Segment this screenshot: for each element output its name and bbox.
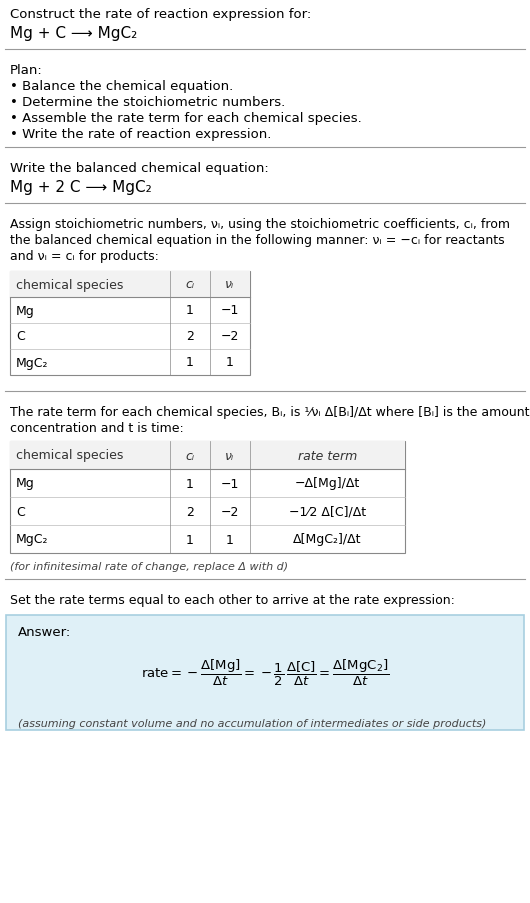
Text: and νᵢ = cᵢ for products:: and νᵢ = cᵢ for products: [10, 250, 159, 263]
Text: • Determine the stoichiometric numbers.: • Determine the stoichiometric numbers. [10, 96, 285, 109]
Text: −1: −1 [221, 477, 239, 490]
Text: Mg: Mg [16, 304, 35, 317]
Text: • Balance the chemical equation.: • Balance the chemical equation. [10, 79, 233, 93]
Text: −2: −2 [221, 330, 239, 343]
Text: • Write the rate of reaction expression.: • Write the rate of reaction expression. [10, 128, 271, 141]
Text: MgC₂: MgC₂ [16, 533, 49, 546]
Text: C: C [16, 505, 25, 518]
Text: νᵢ: νᵢ [225, 278, 235, 291]
Text: Δ[MgC₂]/Δt: Δ[MgC₂]/Δt [293, 533, 362, 546]
Bar [10, 272, 250, 376]
Text: • Assemble the rate term for each chemical species.: • Assemble the rate term for each chemic… [10, 112, 362, 125]
FancyBboxPatch shape [6, 615, 524, 731]
Text: 1: 1 [226, 533, 234, 546]
Text: νᵢ: νᵢ [225, 449, 235, 462]
Text: 1: 1 [226, 356, 234, 369]
Text: Plan:: Plan: [10, 64, 43, 77]
Text: chemical species: chemical species [16, 278, 123, 291]
Text: Mg: Mg [16, 477, 35, 490]
Text: Write the balanced chemical equation:: Write the balanced chemical equation: [10, 162, 269, 175]
Text: Answer:: Answer: [18, 625, 71, 638]
Text: −Δ[Mg]/Δt: −Δ[Mg]/Δt [295, 477, 360, 490]
Bar [10, 442, 405, 470]
Text: (assuming constant volume and no accumulation of intermediates or side products): (assuming constant volume and no accumul… [18, 718, 487, 728]
Text: C: C [16, 330, 25, 343]
Text: cᵢ: cᵢ [186, 278, 195, 291]
Text: Assign stoichiometric numbers, νᵢ, using the stoichiometric coefficients, cᵢ, fr: Assign stoichiometric numbers, νᵢ, using… [10, 218, 510, 231]
Bar [10, 272, 250, 298]
Text: Construct the rate of reaction expression for:: Construct the rate of reaction expressio… [10, 8, 311, 21]
Text: $\mathrm{rate} = -\dfrac{\Delta[\mathrm{Mg}]}{\Delta t} = -\dfrac{1}{2}\,\dfrac{: $\mathrm{rate} = -\dfrac{\Delta[\mathrm{… [141, 657, 389, 687]
Text: rate term: rate term [298, 449, 357, 462]
Text: cᵢ: cᵢ [186, 449, 195, 462]
Text: 1: 1 [186, 356, 194, 369]
Text: (for infinitesimal rate of change, replace Δ with d): (for infinitesimal rate of change, repla… [10, 562, 288, 572]
Text: 2: 2 [186, 505, 194, 518]
Text: −1: −1 [221, 304, 239, 317]
Bar [10, 442, 405, 554]
Text: 1: 1 [186, 533, 194, 546]
Text: concentration and t is time:: concentration and t is time: [10, 422, 184, 434]
Text: Mg + C ⟶ MgC₂: Mg + C ⟶ MgC₂ [10, 26, 137, 41]
Text: chemical species: chemical species [16, 449, 123, 462]
Text: the balanced chemical equation in the following manner: νᵢ = −cᵢ for reactants: the balanced chemical equation in the fo… [10, 234, 505, 247]
Text: Set the rate terms equal to each other to arrive at the rate expression:: Set the rate terms equal to each other t… [10, 593, 455, 606]
Text: The rate term for each chemical species, Bᵢ, is ¹⁄νᵢ Δ[Bᵢ]/Δt where [Bᵢ] is the : The rate term for each chemical species,… [10, 405, 529, 418]
Text: −1⁄2 Δ[C]/Δt: −1⁄2 Δ[C]/Δt [289, 505, 366, 518]
Text: 2: 2 [186, 330, 194, 343]
Text: −2: −2 [221, 505, 239, 518]
Text: Mg + 2 C ⟶ MgC₂: Mg + 2 C ⟶ MgC₂ [10, 180, 152, 195]
Text: MgC₂: MgC₂ [16, 356, 49, 369]
Text: 1: 1 [186, 304, 194, 317]
Text: 1: 1 [186, 477, 194, 490]
